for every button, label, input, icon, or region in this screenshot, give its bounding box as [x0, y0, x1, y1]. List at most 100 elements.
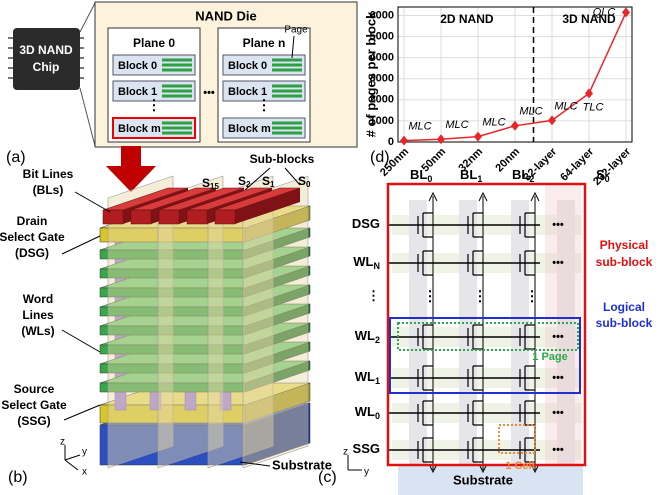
data-point	[585, 88, 593, 98]
panel-label: (b)	[8, 469, 28, 486]
logical-label: sub-block	[596, 316, 653, 330]
connector	[80, 3, 95, 32]
label: (WLs)	[21, 324, 54, 338]
label: (DSG)	[15, 246, 49, 260]
annotation: 2D NAND	[440, 12, 494, 26]
point-label: TLC	[583, 101, 604, 113]
data-point	[437, 134, 445, 144]
ellipsis: •••	[552, 372, 564, 384]
label: Sub-blocks	[250, 152, 315, 166]
label: (BLs)	[33, 183, 64, 197]
label: Lines	[22, 308, 54, 322]
row-label: WL1	[355, 369, 380, 386]
label: Source	[14, 382, 55, 396]
point-label: MLC	[445, 119, 468, 131]
panel-label: (d)	[370, 149, 390, 166]
row-label-sub: 2	[375, 335, 380, 345]
row-label-base: ⋮	[367, 288, 380, 303]
chip	[13, 28, 80, 90]
physical-label: Physical	[600, 238, 649, 252]
data-point	[511, 121, 519, 131]
point-label: MLC	[482, 117, 505, 129]
ellipsis: •••	[203, 87, 215, 99]
x-tick-label: 50nm	[419, 146, 448, 175]
connector	[80, 88, 95, 146]
row-label-base: SSG	[353, 441, 380, 456]
die-title: NAND Die	[195, 8, 256, 23]
row-label-base: WL	[355, 404, 375, 419]
block-label: Block 0	[118, 60, 157, 72]
bit-line-front	[215, 210, 235, 224]
ellipsis: •••	[552, 444, 564, 456]
figure: 3D NAND Chip NAND Die Plane 0 Block 0 Bloc…	[0, 0, 662, 495]
page-label: Page	[284, 25, 308, 36]
bit-line-front	[159, 210, 179, 224]
ellipsis: ⋮	[147, 97, 161, 113]
data-point	[474, 132, 482, 142]
sub-block-slice	[243, 176, 308, 468]
x-tick-label: 64-layer	[558, 145, 596, 183]
label: Bit Lines	[23, 167, 74, 181]
row-label-base: WL	[355, 328, 375, 343]
data-point	[400, 136, 408, 146]
row-label: SSG	[353, 441, 380, 456]
physical-label: sub-block	[596, 255, 653, 269]
page-label: 1 Page	[532, 351, 567, 363]
row-label-sub: N	[374, 261, 381, 271]
row-label-sub: 1	[375, 376, 380, 386]
bit-line-front	[187, 210, 207, 224]
point-label: MLC	[408, 121, 431, 133]
panel-label: (a)	[6, 149, 26, 166]
x-tick-label: 32-layer	[521, 145, 559, 183]
label: Select Gate	[1, 398, 67, 412]
panel-label: (c)	[318, 469, 337, 486]
ellipsis: •••	[552, 219, 564, 231]
point-label: QLC	[593, 6, 616, 18]
block-label: Block m	[118, 123, 161, 135]
row-label: WL2	[355, 328, 380, 345]
axis-letter: x	[82, 467, 87, 478]
label: Drain	[17, 214, 48, 228]
ellipsis: ⋮	[525, 288, 539, 304]
axis-letter: z	[60, 437, 65, 448]
row-label-base: WL	[355, 369, 375, 384]
ellipsis: •••	[552, 331, 564, 343]
ellipsis: •••	[552, 407, 564, 419]
cell-label: 1 Cell	[505, 460, 534, 472]
panel-c: DSG•••WLN•••⋮⋮⋮⋮WL2•••WL1•••WL0•••SSG•••…	[318, 167, 653, 495]
label: Select Gate	[0, 230, 65, 244]
axis-letter: y	[364, 467, 369, 478]
plane-title: Plane n	[243, 36, 286, 50]
point-label: MLC	[519, 106, 542, 118]
ellipsis: ⋮	[423, 288, 437, 304]
panel-b	[100, 176, 310, 468]
y-axis-title: # of pages per block	[363, 11, 378, 137]
row-label: WL0	[355, 404, 380, 421]
chip-text: 3D NAND	[19, 43, 73, 57]
row-label-base: DSG	[352, 216, 380, 231]
logical-label: Logical	[603, 300, 645, 314]
row-label: DSG	[352, 216, 380, 231]
substrate-label: Substrate	[453, 472, 513, 487]
data-point	[548, 115, 556, 125]
chip-text: Chip	[33, 60, 60, 74]
plane-title: Plane 0	[133, 36, 175, 50]
ellipsis: •••	[552, 257, 564, 269]
row-label-base: WL	[353, 254, 373, 269]
row-label-sub: 0	[375, 411, 380, 421]
row-label: ⋮	[367, 288, 380, 303]
point-label: MLC	[554, 100, 577, 112]
bit-line-front	[131, 210, 151, 224]
label: Word	[23, 292, 53, 306]
label: (SSG)	[17, 414, 50, 428]
axes-icon	[65, 445, 80, 470]
ellipsis: ⋮	[257, 97, 271, 113]
block-label: Block 0	[228, 60, 267, 72]
label: S0	[298, 174, 311, 189]
axis-letter: y	[82, 447, 87, 458]
block-label: Block m	[228, 123, 271, 135]
row-label: WLN	[353, 254, 380, 271]
axes-icon	[348, 455, 362, 470]
axis-letter: z	[343, 447, 348, 458]
